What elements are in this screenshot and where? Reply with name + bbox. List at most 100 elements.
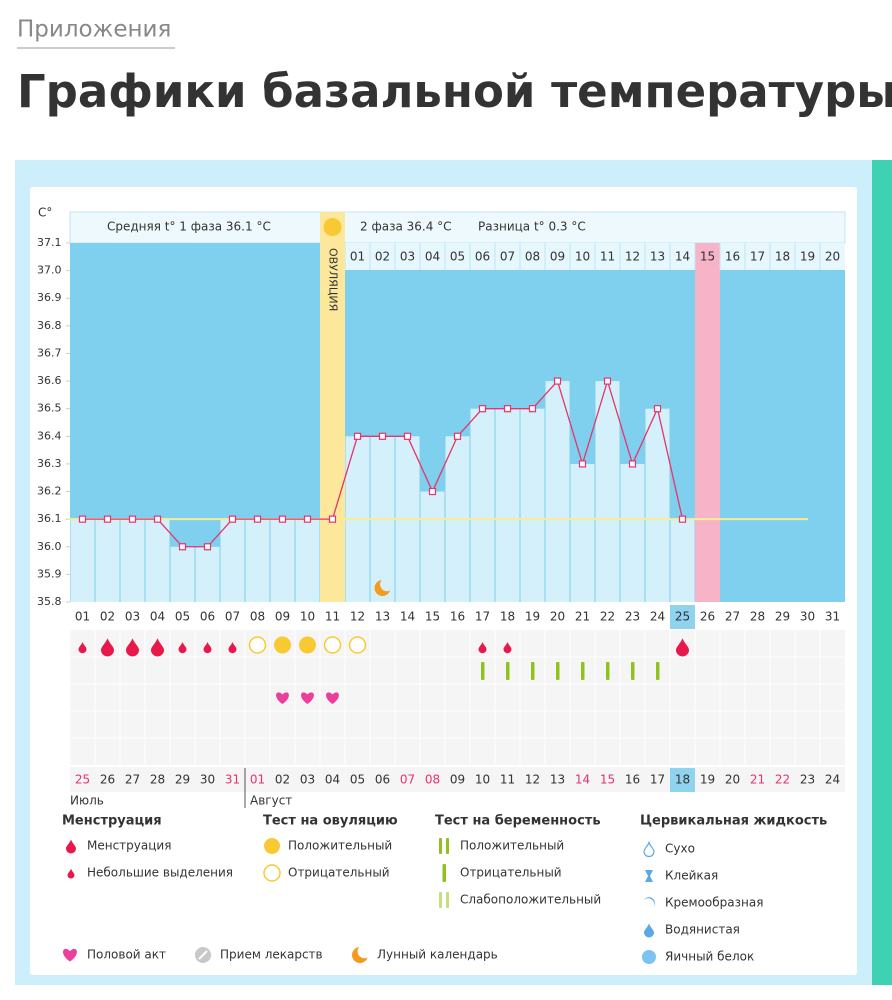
date-label: 23 — [800, 773, 815, 787]
bar — [220, 519, 245, 602]
pregnancy-test — [656, 662, 660, 680]
phase2-day: 09 — [550, 250, 565, 264]
legend-icon — [263, 864, 281, 882]
legend-item: Положительный — [460, 839, 564, 853]
temperature-point — [253, 515, 262, 523]
temperature-point — [328, 515, 337, 523]
legend-item: Сухо — [665, 842, 695, 856]
x-tick-label: 27 — [725, 610, 740, 624]
legend-icon — [644, 897, 655, 906]
phase2-day: 03 — [400, 250, 415, 264]
legend-icon — [644, 923, 654, 938]
x-tick-label: 18 — [500, 610, 515, 624]
ovulation-test — [348, 636, 367, 654]
legend-icon — [446, 838, 449, 854]
date-label: 20 — [725, 773, 740, 787]
ovulation-label: ОВУЛЯЦИЯ — [327, 248, 340, 311]
y-tick-label: 35.8 — [37, 595, 62, 608]
date-label: 07 — [400, 773, 415, 787]
temperature-point — [128, 515, 137, 523]
temperature-point — [203, 543, 212, 551]
current-day — [670, 605, 695, 629]
legend-item: Кремообразная — [665, 896, 763, 910]
bar — [120, 519, 145, 602]
temperature-point — [653, 405, 662, 413]
y-tick-label: 36.1 — [37, 512, 62, 525]
month-label: Июль — [70, 794, 104, 808]
bar — [470, 408, 495, 602]
menstruation-icon — [151, 638, 164, 657]
temperature-point — [103, 515, 112, 523]
bar — [95, 519, 120, 602]
ovulation-test — [274, 636, 291, 654]
menstruation-icon — [503, 642, 512, 654]
intercourse-icon — [326, 692, 339, 704]
date-label: 22 — [775, 773, 790, 787]
marker-area — [70, 630, 845, 765]
x-tick-label: 17 — [475, 610, 490, 624]
x-tick-label: 05 — [175, 610, 190, 624]
x-tick-label: 09 — [275, 610, 290, 624]
bar — [620, 463, 645, 602]
bar — [520, 408, 545, 602]
legend-item: Половой акт — [87, 948, 166, 962]
x-tick-label: 24 — [650, 610, 665, 624]
page-title: Графики базальной температуры — [17, 65, 892, 118]
legend-icon — [446, 892, 449, 908]
x-tick-label: 21 — [575, 610, 590, 624]
temperature-point — [353, 432, 362, 440]
temperature-point — [578, 460, 587, 468]
bar — [570, 463, 595, 602]
category-link[interactable]: Приложения — [17, 17, 171, 43]
y-tick-label: 37.1 — [37, 236, 62, 249]
legend-item: Положительный — [288, 839, 392, 853]
date-label: 21 — [750, 773, 765, 787]
menstruation-icon — [78, 642, 87, 654]
moon-cut — [357, 944, 372, 959]
temperature-point — [403, 432, 412, 440]
phase2-day: 11 — [600, 250, 615, 264]
side-bar — [872, 160, 892, 985]
diff-text: Разница t° 0.3 °C — [478, 220, 586, 234]
phase2-day: 01 — [350, 250, 365, 264]
bar — [495, 408, 520, 602]
x-tick-label: 02 — [100, 610, 115, 624]
date-label: 08 — [425, 773, 440, 787]
temperature-point — [178, 543, 187, 551]
menstruation-icon — [203, 642, 212, 654]
phase2-day: 18 — [775, 250, 790, 264]
legend-item: Небольшие выделения — [87, 866, 233, 880]
date-label: 11 — [500, 773, 515, 787]
x-tick-label: 20 — [550, 610, 565, 624]
legend-icon — [645, 870, 653, 882]
bar — [70, 519, 95, 602]
x-tick-label: 13 — [375, 610, 390, 624]
bar — [645, 408, 670, 602]
legend-icon — [66, 839, 76, 854]
temperature-point — [678, 515, 687, 523]
date-label: 06 — [375, 773, 390, 787]
x-tick-label: 29 — [775, 610, 790, 624]
temperature-point — [628, 460, 637, 468]
legend-item: Слабоположительный — [460, 893, 601, 907]
y-tick-label: 37.0 — [37, 264, 62, 277]
temperature-point — [78, 515, 87, 523]
y-axis-label: C° — [38, 206, 52, 220]
x-tick-label: 07 — [225, 610, 240, 624]
x-tick-label: 12 — [350, 610, 365, 624]
temperature-point — [503, 405, 512, 413]
legend-item: Менструация — [87, 839, 171, 853]
phase2-day: 07 — [500, 250, 515, 264]
x-tick-label: 22 — [600, 610, 615, 624]
date-label: 31 — [225, 773, 240, 787]
bar — [545, 381, 570, 602]
legend-item: Яичный белок — [665, 950, 754, 964]
y-tick-label: 36.9 — [37, 291, 62, 304]
expected-period — [695, 243, 720, 602]
phase2-day: 06 — [475, 250, 490, 264]
date-label: 17 — [650, 773, 665, 787]
pregnancy-test — [506, 662, 510, 680]
x-tick-label: 04 — [150, 610, 165, 624]
legend-item: Отрицательный — [288, 866, 390, 880]
